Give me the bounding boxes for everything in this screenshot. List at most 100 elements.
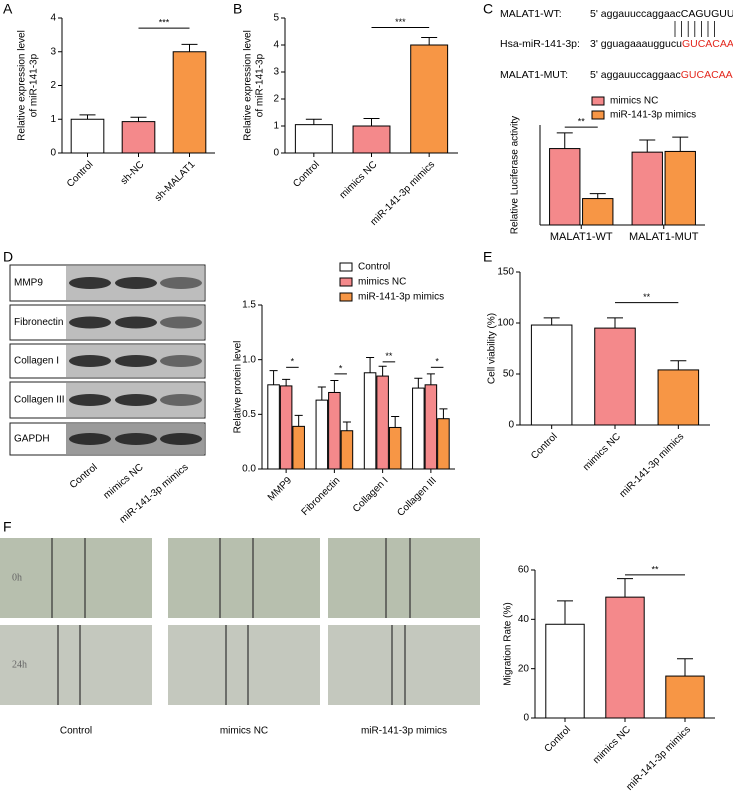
x-tick-label: Control bbox=[291, 159, 322, 190]
x-tick-label: mimics NC bbox=[591, 724, 633, 766]
blot-band bbox=[115, 433, 157, 445]
y-axis-label: Relative protein level bbox=[233, 341, 244, 434]
bar bbox=[657, 369, 700, 426]
y-tick-label: 2 bbox=[50, 80, 56, 91]
y-axis-label: Relative Luciferase activity bbox=[510, 116, 521, 234]
y-tick-label: 5 bbox=[273, 13, 279, 24]
blot-band bbox=[160, 355, 202, 367]
legend-label: miR-141-3p mimics bbox=[610, 110, 696, 121]
blot-band bbox=[115, 316, 157, 329]
scratch-image bbox=[0, 538, 152, 618]
x-tick-label: miR-141-3p mimics bbox=[618, 431, 687, 500]
bar bbox=[605, 596, 645, 719]
sequence: 5' aggauuccaggaacCAGUGUUu 3' bbox=[590, 8, 733, 20]
sequence-part: GUCACAA bbox=[682, 38, 733, 50]
bar bbox=[294, 124, 333, 154]
bar bbox=[437, 418, 450, 470]
x-tick-label: MALAT1-MUT bbox=[629, 231, 699, 243]
blot-row-label: Collagen I bbox=[14, 356, 59, 367]
x-tick-label: miR-141-3p mimics bbox=[368, 159, 437, 228]
bar bbox=[267, 384, 280, 470]
x-tick-label: mimics NC bbox=[338, 159, 380, 201]
bar bbox=[352, 125, 391, 154]
panel-label: E bbox=[483, 249, 492, 265]
y-axis-label: Relative expression level bbox=[17, 30, 28, 141]
error-bar bbox=[282, 378, 291, 386]
error-bar bbox=[378, 365, 387, 377]
significance-label: * bbox=[339, 363, 343, 373]
bar bbox=[664, 150, 696, 226]
x-tick-label: Control bbox=[65, 159, 96, 190]
x-tick-label: MALAT1-WT bbox=[550, 231, 613, 243]
error-bar bbox=[79, 114, 96, 120]
y-tick-label: 40 bbox=[518, 614, 530, 625]
scratch-image bbox=[0, 625, 152, 705]
legend-swatch bbox=[339, 292, 353, 302]
panel-label: A bbox=[3, 1, 13, 17]
significance-label: ** bbox=[651, 564, 659, 574]
y-tick-label: 0.0 bbox=[242, 464, 256, 475]
legend-label: miR-141-3p mimics bbox=[358, 292, 444, 303]
y-axis-label: of miR-141-3p bbox=[255, 53, 266, 117]
error-bar bbox=[391, 416, 400, 428]
legend-swatch bbox=[339, 277, 353, 287]
x-tick-label: Control bbox=[542, 724, 573, 755]
blot-row-label: MMP9 bbox=[14, 278, 43, 289]
error-bar bbox=[672, 136, 689, 152]
x-tick-label: mimics NC bbox=[581, 431, 623, 473]
error-bar bbox=[305, 118, 322, 125]
x-tick-label: sh-MALAT1 bbox=[153, 159, 198, 204]
error-bar bbox=[363, 117, 380, 126]
y-tick-label: 3 bbox=[273, 67, 279, 78]
significance-label: * bbox=[291, 357, 295, 367]
error-bar bbox=[677, 658, 693, 677]
error-bar bbox=[366, 356, 375, 373]
y-tick-label: 20 bbox=[518, 663, 530, 674]
blot-band bbox=[160, 316, 202, 329]
error-bar bbox=[181, 43, 198, 52]
y-axis-label: Relative expression level bbox=[243, 30, 254, 141]
significance-label: ** bbox=[578, 117, 586, 127]
sequence: 5' aggauuccaggaacGUCACAAu 3' bbox=[590, 69, 733, 81]
error-bar bbox=[589, 193, 606, 199]
y-tick-label: 1 bbox=[50, 114, 56, 125]
scratch-column-label: mimics NC bbox=[220, 726, 268, 737]
error-bar bbox=[639, 139, 656, 153]
bar bbox=[594, 327, 636, 426]
panel-label: B bbox=[233, 1, 242, 17]
error-bar bbox=[617, 578, 633, 598]
y-tick-label: 150 bbox=[497, 267, 514, 278]
scratch-column-label: miR-141-3p mimics bbox=[361, 726, 447, 737]
y-tick-label: 1 bbox=[273, 121, 279, 132]
error-bar bbox=[557, 600, 573, 625]
bar bbox=[279, 385, 293, 470]
sequence-part: GUCACAA bbox=[681, 69, 733, 81]
scratch-image bbox=[328, 538, 480, 618]
scratch-row-label: 24h bbox=[12, 659, 27, 670]
bar bbox=[412, 387, 425, 470]
blot-band bbox=[115, 394, 157, 406]
panel-label: F bbox=[3, 519, 12, 535]
x-tick-label: Collagen I bbox=[351, 475, 391, 515]
bar bbox=[388, 426, 402, 470]
blot-band bbox=[69, 316, 111, 329]
y-tick-label: 0 bbox=[50, 148, 56, 159]
scratch-column-label: Control bbox=[60, 726, 92, 737]
bar bbox=[530, 324, 573, 426]
y-tick-label: 1.5 bbox=[242, 300, 256, 311]
bar bbox=[70, 118, 105, 154]
error-bar bbox=[294, 414, 303, 427]
y-axis-label: of miR-141-3p bbox=[29, 53, 40, 117]
blot-lane-label: Control bbox=[68, 462, 100, 491]
y-tick-label: 100 bbox=[497, 318, 514, 329]
y-tick-label: 4 bbox=[50, 13, 56, 24]
y-tick-label: 1.0 bbox=[242, 354, 256, 365]
y-tick-label: 2 bbox=[273, 94, 279, 105]
bar bbox=[631, 151, 663, 226]
x-tick-label: MMP9 bbox=[266, 475, 295, 504]
bar bbox=[292, 425, 305, 470]
legend-swatch bbox=[339, 262, 353, 272]
bar bbox=[545, 623, 585, 719]
bar bbox=[376, 375, 389, 470]
error-bar bbox=[426, 373, 435, 385]
